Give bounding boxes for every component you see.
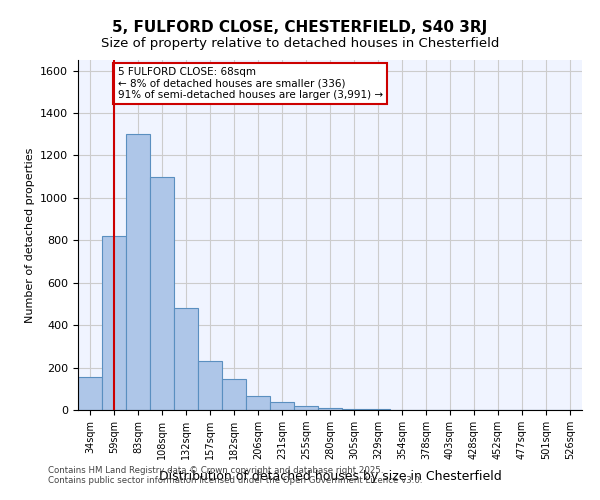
Bar xyxy=(78,377,102,410)
Bar xyxy=(150,176,174,410)
Bar xyxy=(222,379,246,410)
Bar xyxy=(102,236,126,410)
Y-axis label: Number of detached properties: Number of detached properties xyxy=(25,148,35,322)
Bar xyxy=(342,409,366,410)
Bar xyxy=(318,408,342,410)
Text: Contains HM Land Registry data © Crown copyright and database right 2025.
Contai: Contains HM Land Registry data © Crown c… xyxy=(48,466,422,485)
Text: 5 FULFORD CLOSE: 68sqm
← 8% of detached houses are smaller (336)
91% of semi-det: 5 FULFORD CLOSE: 68sqm ← 8% of detached … xyxy=(118,66,383,100)
Bar xyxy=(246,396,270,410)
Text: 5, FULFORD CLOSE, CHESTERFIELD, S40 3RJ: 5, FULFORD CLOSE, CHESTERFIELD, S40 3RJ xyxy=(112,20,488,35)
Bar xyxy=(270,402,294,410)
Text: Size of property relative to detached houses in Chesterfield: Size of property relative to detached ho… xyxy=(101,38,499,51)
Bar xyxy=(198,361,222,410)
Bar xyxy=(174,308,198,410)
Bar xyxy=(126,134,150,410)
X-axis label: Distribution of detached houses by size in Chesterfield: Distribution of detached houses by size … xyxy=(158,470,502,484)
Bar xyxy=(294,406,318,410)
